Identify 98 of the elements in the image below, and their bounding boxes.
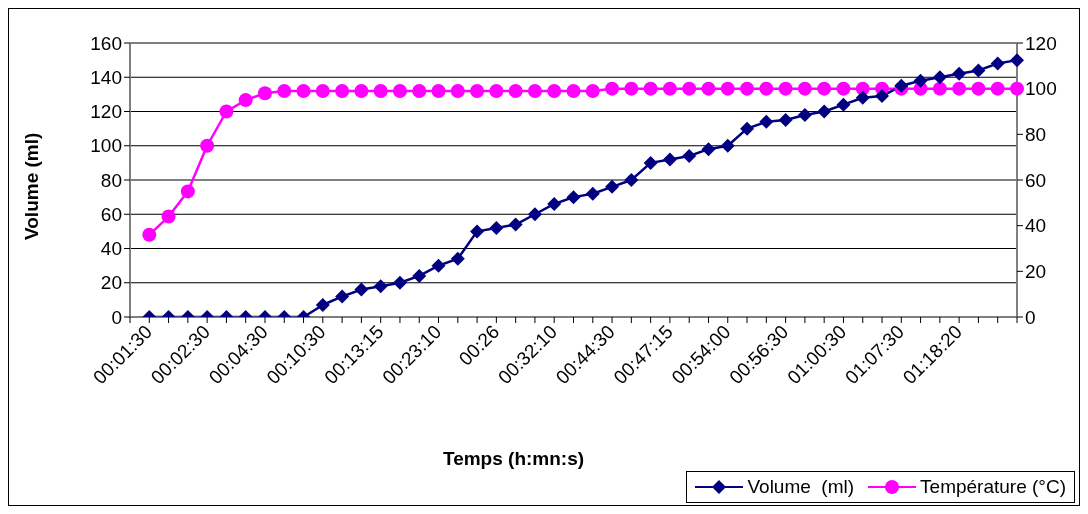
point (643, 155, 658, 170)
point (219, 104, 234, 119)
point (855, 90, 870, 105)
point (180, 184, 195, 199)
point (373, 83, 388, 98)
point (277, 83, 292, 98)
point (527, 207, 542, 222)
y2-tick-label: 80 (1025, 124, 1047, 146)
y-tick-label: 140 (90, 67, 122, 88)
point (817, 104, 832, 119)
x-axis-title: Temps (h:mn:s) (442, 448, 585, 469)
point (836, 81, 851, 96)
point (778, 113, 793, 128)
point (971, 63, 986, 78)
point (605, 179, 620, 194)
point (527, 83, 542, 98)
point (142, 227, 157, 242)
point (605, 81, 620, 96)
point (1010, 53, 1024, 68)
y-tick-label: 20 (100, 272, 122, 294)
point (315, 298, 330, 313)
point (354, 282, 369, 297)
point (740, 81, 755, 96)
point (1010, 81, 1024, 96)
point (412, 268, 427, 283)
point (508, 217, 523, 232)
y-axis-title: Volume (ml) (20, 132, 42, 240)
point (508, 83, 523, 98)
point (431, 258, 446, 273)
y-tick-label: 40 (100, 238, 122, 260)
point (817, 81, 832, 96)
point (315, 83, 330, 98)
point (701, 142, 716, 157)
point (875, 89, 890, 104)
point (624, 173, 639, 187)
point (720, 138, 735, 153)
point (913, 73, 928, 88)
y-tick-label: 60 (100, 203, 122, 225)
point (335, 289, 350, 304)
point (932, 81, 947, 96)
point (161, 209, 176, 224)
point (797, 107, 812, 122)
point (759, 81, 774, 96)
point (238, 93, 253, 108)
y2-tick-label: 100 (1025, 78, 1057, 100)
point (566, 190, 581, 205)
point (662, 152, 677, 167)
point (373, 279, 388, 294)
point (296, 83, 311, 98)
point (431, 83, 446, 98)
point (547, 83, 562, 98)
point (585, 186, 600, 201)
point (450, 251, 465, 266)
point (470, 83, 485, 98)
point (759, 114, 774, 129)
y2-tick-label: 120 (1025, 32, 1057, 54)
y-tick-label: 80 (100, 169, 122, 191)
point (335, 83, 350, 98)
point (952, 66, 967, 81)
point (971, 81, 986, 96)
point (682, 149, 697, 164)
point (990, 81, 1005, 96)
point (624, 81, 639, 96)
point (200, 138, 215, 153)
point (392, 83, 407, 98)
legend-label: Volume (ml) (747, 476, 855, 498)
point (547, 196, 562, 211)
point (470, 224, 485, 239)
point (257, 86, 272, 101)
y-tick-label: 100 (90, 135, 122, 157)
point (354, 83, 369, 98)
point (932, 70, 947, 85)
point (682, 81, 697, 96)
point (662, 81, 677, 96)
y2-tick-label: 60 (1025, 169, 1047, 191)
y2-tick-label: 40 (1025, 215, 1047, 237)
point (990, 56, 1005, 71)
point (643, 81, 658, 96)
point (740, 121, 755, 136)
y-tick-label: 0 (111, 306, 122, 328)
point (585, 83, 600, 98)
point (392, 275, 407, 290)
point (797, 81, 812, 96)
y-tick-label: 120 (90, 101, 122, 123)
point (566, 83, 581, 98)
point (701, 81, 716, 96)
point (489, 83, 504, 98)
point (836, 97, 851, 112)
point (412, 83, 427, 98)
y2-tick-label: 20 (1025, 261, 1047, 283)
y-tick-label: 160 (90, 32, 122, 54)
point (720, 81, 735, 96)
point (952, 81, 967, 96)
legend-label: Température (°C) (920, 476, 1066, 498)
y2-tick-label: 0 (1025, 306, 1036, 328)
point (489, 220, 504, 235)
point (778, 81, 793, 96)
point (450, 83, 465, 98)
